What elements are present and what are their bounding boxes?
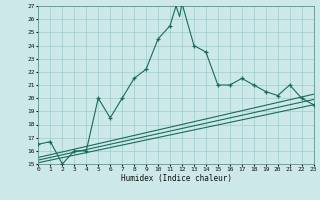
X-axis label: Humidex (Indice chaleur): Humidex (Indice chaleur) — [121, 174, 231, 183]
